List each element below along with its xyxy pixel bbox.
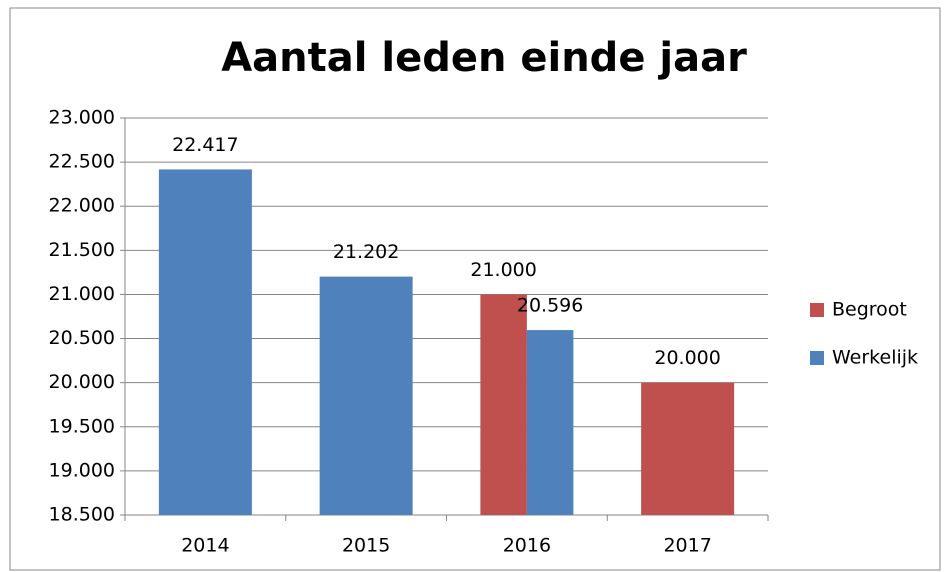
- y-tick-label: 18.500: [49, 504, 115, 526]
- value-label: 21.202: [333, 241, 399, 263]
- y-tick-label: 22.000: [49, 195, 115, 217]
- value-label: 20.596: [517, 295, 583, 317]
- y-tick-label: 19.500: [49, 415, 115, 437]
- x-tick-label: 2015: [342, 535, 390, 557]
- bar: [158, 169, 252, 516]
- chart-frame: [9, 7, 941, 571]
- y-tick-label: 21.500: [49, 239, 115, 261]
- y-tick-label: 20.000: [49, 371, 115, 393]
- y-tick-label: 21.000: [49, 283, 115, 305]
- bar: [641, 382, 735, 515]
- legend-label: Werkelijk: [832, 347, 918, 369]
- chart-title: Aantal leden einde jaar: [221, 35, 747, 81]
- bar: [319, 276, 413, 515]
- bar: [480, 294, 527, 515]
- legend-swatch: [810, 303, 824, 317]
- x-tick-label: 2014: [181, 535, 229, 557]
- y-tick-label: 22.500: [49, 151, 115, 173]
- y-tick-label: 19.000: [49, 459, 115, 481]
- value-label: 22.417: [172, 134, 238, 156]
- y-tick-label: 20.500: [49, 327, 115, 349]
- y-tick-label: 23.000: [49, 107, 115, 129]
- value-label: 20.000: [654, 347, 720, 369]
- value-label: 21.000: [470, 259, 536, 281]
- legend-swatch: [810, 351, 824, 365]
- legend-label: Begroot: [832, 299, 907, 321]
- x-tick-label: 2016: [503, 535, 551, 557]
- x-tick-label: 2017: [663, 535, 711, 557]
- bar: [526, 330, 574, 515]
